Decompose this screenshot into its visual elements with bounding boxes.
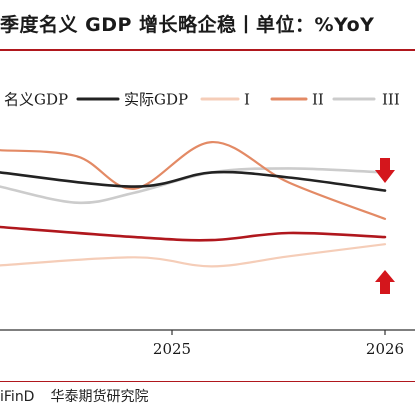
source-left: iFinD — [0, 389, 35, 405]
title-divider — [0, 49, 415, 51]
source-right: 华泰期货研究院 — [50, 389, 149, 405]
series-layer — [0, 140, 387, 268]
legend-label-3: I — [244, 91, 250, 109]
arrow-down-icon — [375, 158, 395, 183]
footer-divider — [0, 381, 415, 382]
line-chart: 名义GDP 实际GDP I II III 2025 2026 — [0, 91, 415, 358]
legend: 名义GDP 实际GDP I II III — [4, 91, 400, 109]
legend-label-5: III — [382, 91, 400, 109]
legend-label-4: II — [312, 91, 324, 109]
chart-title: 季度名义 GDP 增长略企稳丨单位：%YoY — [0, 14, 375, 36]
legend-label-1: 名义GDP — [4, 91, 68, 109]
marker-layer — [375, 158, 395, 294]
series-line-1 — [0, 225, 387, 242]
series-line-2 — [0, 170, 387, 192]
series-line-3 — [0, 243, 387, 268]
x-tick-label-1: 2025 — [153, 340, 191, 358]
legend-label-2: 实际GDP — [124, 91, 188, 109]
series-line-4 — [0, 140, 387, 220]
source-note: iFinD 华泰期货研究院 — [0, 386, 415, 406]
x-axis: 2025 2026 — [0, 329, 415, 358]
arrow-up-icon — [375, 270, 395, 294]
x-tick-label-2: 2026 — [366, 340, 404, 358]
